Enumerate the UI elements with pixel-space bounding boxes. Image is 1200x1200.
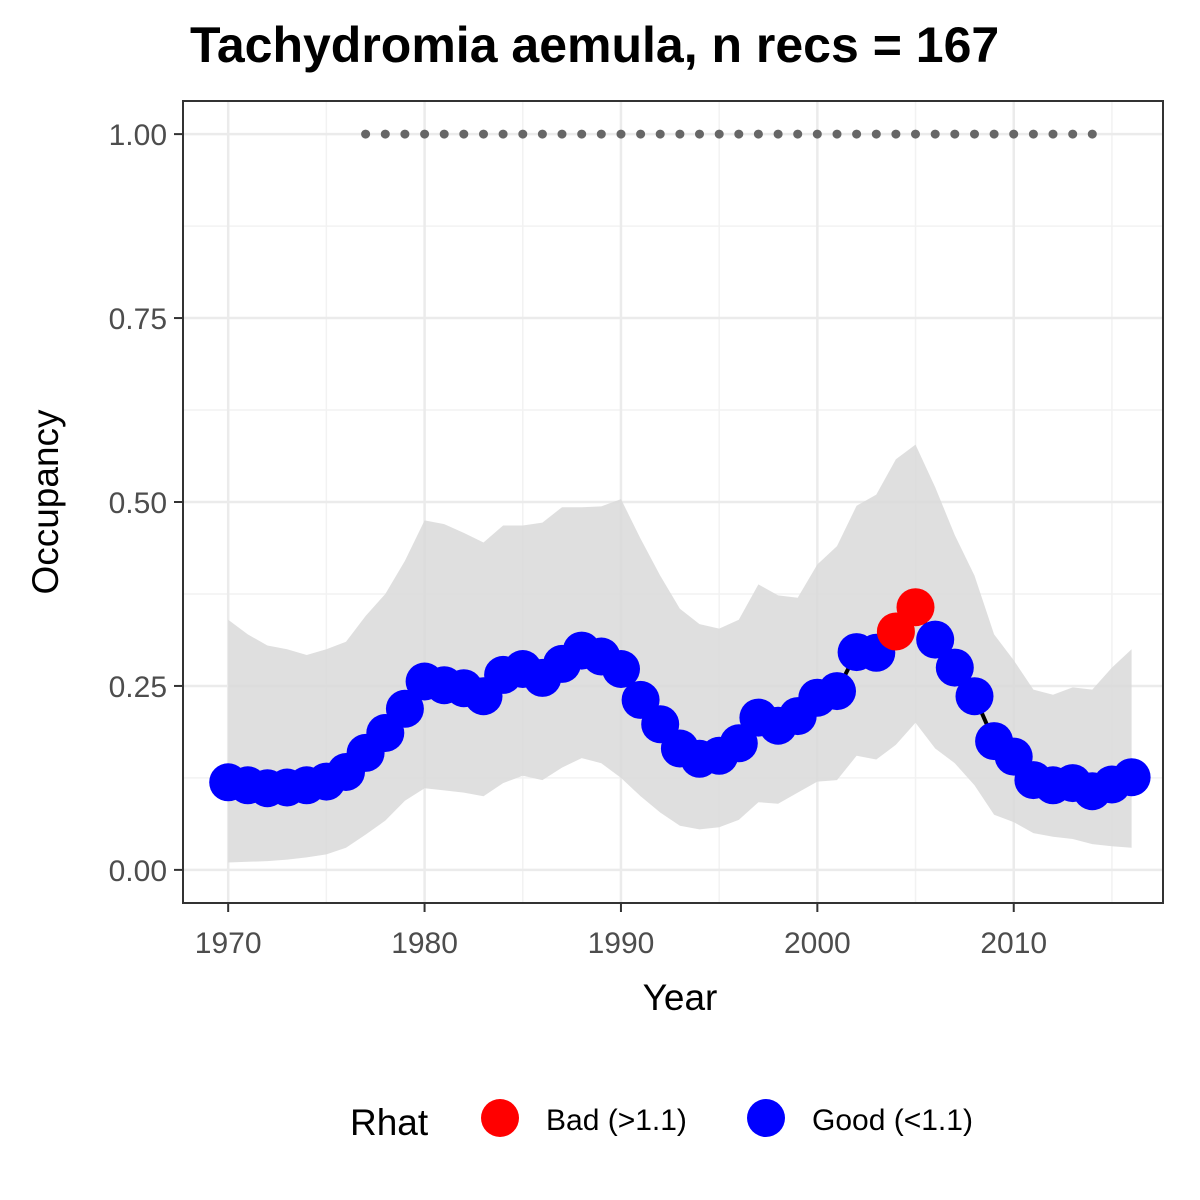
x-tick-label: 2000 (784, 927, 851, 960)
reference-point (1028, 129, 1038, 139)
reference-point (400, 129, 410, 139)
y-tick-label: 0.00 (109, 855, 167, 888)
legend-key-bad (481, 1099, 519, 1137)
legend-label-good: Good (<1.1) (812, 1104, 973, 1137)
occupancy-point-good (719, 724, 758, 763)
reference-point (793, 129, 803, 139)
reference-point (420, 129, 430, 139)
reference-point (911, 129, 920, 139)
reference-point (1048, 129, 1058, 139)
occupancy-point-good (385, 689, 424, 728)
legend-title: Rhat (350, 1102, 429, 1143)
reference-point (773, 129, 783, 139)
reference-point (852, 129, 862, 139)
y-tick-label: 0.25 (109, 671, 167, 704)
reference-point (655, 129, 665, 139)
y-axis-title: Occupancy (25, 409, 66, 595)
y-tick-label: 0.75 (109, 303, 167, 336)
reference-point (891, 129, 901, 139)
reference-point (832, 129, 842, 139)
reference-point (439, 129, 449, 139)
reference-point (1068, 129, 1078, 139)
reference-point (616, 129, 626, 139)
chart-title: Tachydromia aemula, n recs = 167 (190, 17, 999, 73)
reference-point (636, 129, 646, 139)
x-axis-title: Year (643, 977, 718, 1018)
reference-point (479, 129, 488, 139)
reference-point (714, 129, 724, 139)
reference-point (459, 129, 469, 139)
y-axis-ticks: 0.00 0.25 0.50 0.75 1.00 (109, 119, 183, 888)
reference-point (498, 129, 508, 139)
reference-point (596, 129, 606, 139)
reference-points-layer (361, 129, 1097, 139)
reference-point (871, 129, 881, 139)
x-tick-label: 2010 (980, 927, 1047, 960)
occupancy-point-good (955, 677, 994, 716)
reference-point (930, 129, 940, 139)
occupancy-point-good (818, 672, 856, 711)
reference-point (557, 129, 567, 139)
occupancy-point-good (935, 648, 974, 687)
reference-point (361, 129, 371, 139)
x-tick-label: 1980 (391, 927, 458, 960)
reference-point (753, 129, 763, 139)
reference-point (1009, 129, 1019, 139)
x-tick-label: 1970 (195, 927, 262, 960)
legend-key-good (747, 1099, 785, 1137)
occupancy-point-good (1112, 758, 1151, 797)
occupancy-point-bad (896, 588, 935, 627)
reference-point (380, 129, 390, 139)
x-axis-ticks: 1970 1980 1990 2000 2010 (195, 903, 1047, 960)
confidence-ribbon (228, 444, 1132, 863)
occupancy-points-layer (209, 588, 1151, 811)
reference-point (518, 129, 528, 139)
reference-point (577, 129, 587, 139)
occupancy-point-good (602, 650, 640, 688)
y-tick-label: 1.00 (109, 119, 167, 152)
legend-label-bad: Bad (>1.1) (546, 1104, 687, 1137)
reference-point (989, 129, 999, 139)
occupancy-point-good (916, 620, 955, 659)
reference-point (734, 129, 744, 139)
confidence-ribbon-layer (228, 444, 1132, 863)
reference-point (970, 129, 979, 139)
reference-point (812, 129, 822, 139)
reference-point (950, 129, 960, 139)
reference-point (537, 129, 547, 139)
reference-point (695, 129, 704, 139)
y-tick-label: 0.50 (109, 487, 167, 520)
x-tick-label: 1990 (588, 927, 655, 960)
reference-point (675, 129, 685, 139)
legend: Rhat Bad (>1.1) Good (<1.1) (350, 1099, 973, 1143)
reference-point (1087, 129, 1097, 139)
